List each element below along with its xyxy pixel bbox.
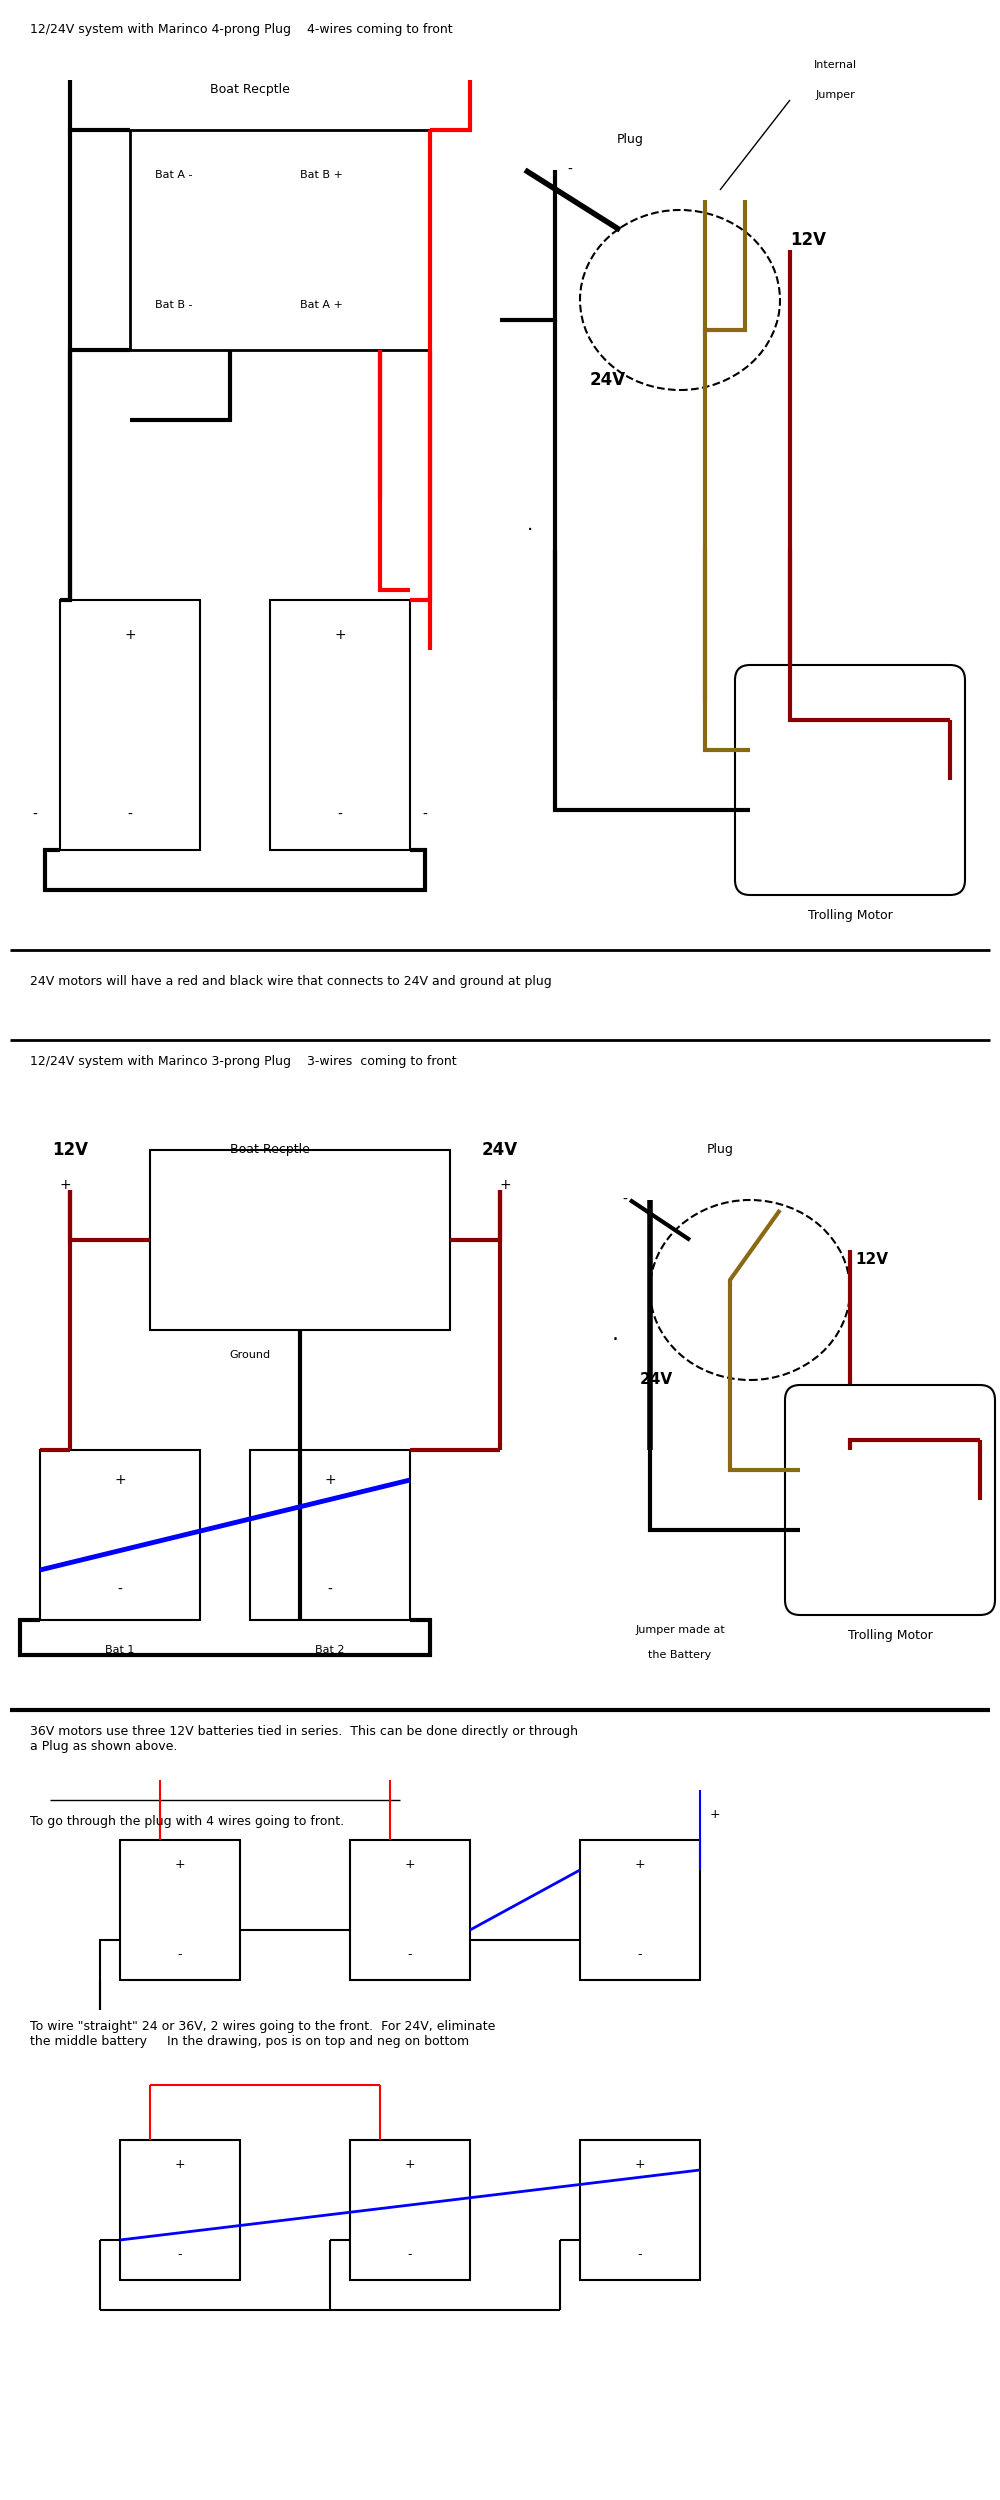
Bar	[250, 1450, 410, 1620]
Bar	[580, 1840, 700, 1980]
Text: +: +	[114, 1472, 126, 1488]
Text: Bat B +: Bat B +	[300, 170, 343, 180]
Text: 36V motors use three 12V batteries tied in series.  This can be done directly or: 36V motors use three 12V batteries tied …	[30, 1725, 578, 1752]
Text: Bat 2: Bat 2	[315, 1645, 345, 1655]
Text: +: +	[635, 2158, 645, 2172]
Text: Internal: Internal	[813, 60, 857, 70]
Text: +: +	[175, 2158, 185, 2172]
Text: +: +	[175, 1858, 185, 1872]
Text: 12V: 12V	[790, 230, 826, 250]
Text: ·: ·	[527, 520, 533, 540]
Text: Jumper: Jumper	[815, 90, 855, 100]
Text: -: -	[408, 2248, 412, 2262]
Text: -: -	[568, 162, 572, 177]
Text: -: -	[118, 1582, 122, 1598]
Text: 12V: 12V	[52, 1140, 88, 1160]
Text: Ground: Ground	[229, 1350, 271, 1360]
Text: -: -	[408, 1948, 412, 1962]
Text: Bat 1: Bat 1	[105, 1645, 135, 1655]
Text: +: +	[499, 1178, 511, 1192]
Text: +: +	[635, 1858, 645, 1872]
Text: Bat B -: Bat B -	[155, 300, 192, 310]
Text: Bat A +: Bat A +	[300, 300, 343, 310]
Text: -: -	[178, 2248, 182, 2262]
Text: +: +	[324, 1472, 336, 1488]
Text: Bat A -: Bat A -	[155, 170, 192, 180]
Bar	[40, 1450, 200, 1620]
Text: -: -	[638, 1948, 642, 1962]
Text: Trolling Motor: Trolling Motor	[808, 908, 892, 922]
FancyBboxPatch shape	[785, 1385, 995, 1615]
Text: -: -	[178, 1948, 182, 1962]
Text: 12V: 12V	[855, 1252, 888, 1268]
Bar	[350, 1840, 470, 1980]
Text: 24V: 24V	[482, 1140, 518, 1160]
Text: +: +	[124, 628, 136, 642]
Text: 12/24V system with Marinco 3-prong Plug    3-wires  coming to front: 12/24V system with Marinco 3-prong Plug …	[30, 1055, 457, 1068]
Text: ·: ·	[612, 1330, 618, 1350]
Bar	[580, 2140, 700, 2280]
Text: -: -	[128, 808, 132, 822]
Text: 12/24V system with Marinco 4-prong Plug    4-wires coming to front: 12/24V system with Marinco 4-prong Plug …	[30, 22, 453, 38]
Text: -: -	[328, 1582, 332, 1598]
Bar	[130, 130, 430, 350]
Text: Boat Recptle: Boat Recptle	[210, 82, 290, 98]
Bar	[120, 2140, 240, 2280]
Text: +: +	[710, 1808, 721, 1822]
Text: -: -	[33, 808, 37, 822]
Text: 24V motors will have a red and black wire that connects to 24V and ground at plu: 24V motors will have a red and black wir…	[30, 975, 552, 988]
Text: the Battery: the Battery	[648, 1650, 712, 1660]
Text: +: +	[59, 1178, 71, 1192]
Text: To wire "straight" 24 or 36V, 2 wires going to the front.  For 24V, eliminate
th: To wire "straight" 24 or 36V, 2 wires go…	[30, 2020, 495, 2048]
FancyBboxPatch shape	[735, 665, 965, 895]
Bar	[150, 1150, 450, 1330]
Bar	[60, 600, 200, 850]
Text: +: +	[334, 628, 346, 642]
Text: To go through the plug with 4 wires going to front.: To go through the plug with 4 wires goin…	[30, 1815, 344, 1828]
Text: -: -	[338, 808, 342, 822]
Text: 24V: 24V	[590, 370, 626, 390]
Text: Plug: Plug	[707, 1142, 733, 1158]
Text: +: +	[405, 2158, 415, 2172]
Text: Jumper made at: Jumper made at	[635, 1625, 725, 1635]
Bar	[120, 1840, 240, 1980]
Text: -: -	[638, 2248, 642, 2262]
Text: -: -	[423, 808, 427, 822]
Bar	[350, 2140, 470, 2280]
Text: -: -	[623, 1192, 627, 1208]
Bar	[270, 600, 410, 850]
Text: +: +	[405, 1858, 415, 1872]
Text: 24V: 24V	[640, 1372, 673, 1388]
Text: Plug: Plug	[617, 132, 643, 148]
Text: Boat Recptle: Boat Recptle	[230, 1142, 310, 1158]
Text: Trolling Motor: Trolling Motor	[848, 1628, 932, 1642]
